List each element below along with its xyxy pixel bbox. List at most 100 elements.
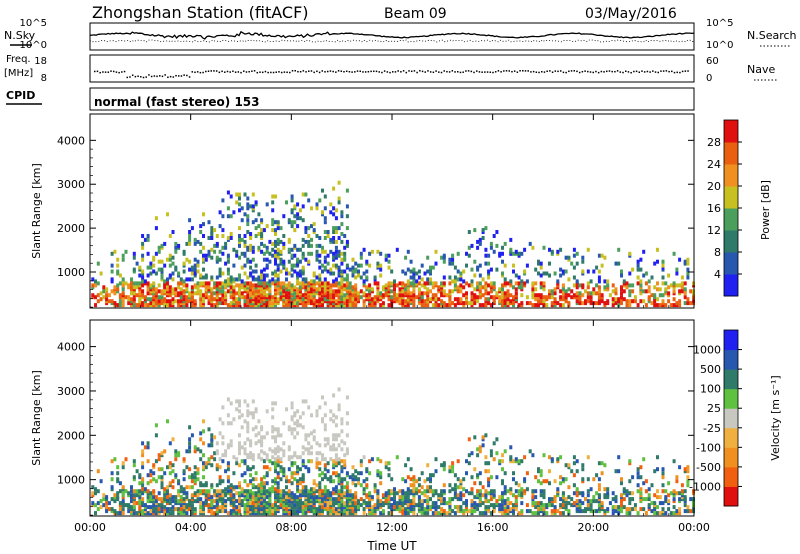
velocity-cell bbox=[340, 485, 344, 490]
power-cell bbox=[96, 293, 100, 298]
velocity-cell bbox=[326, 437, 330, 442]
velocity-cell bbox=[409, 483, 413, 488]
velocity-cell bbox=[290, 455, 294, 460]
power-cell bbox=[262, 228, 266, 233]
beam-label: Beam 09 bbox=[384, 6, 447, 22]
power-cell bbox=[334, 245, 338, 250]
velocity-cell bbox=[406, 487, 410, 492]
velocity-cell bbox=[631, 497, 635, 502]
power-cell bbox=[658, 287, 662, 292]
power-cell bbox=[462, 269, 466, 274]
power-cell bbox=[667, 273, 671, 278]
velocity-cell bbox=[146, 481, 150, 486]
power-cell bbox=[337, 265, 341, 270]
power-cell bbox=[442, 301, 446, 306]
velocity-cell bbox=[174, 495, 178, 500]
freq-point bbox=[112, 70, 115, 73]
power-cell bbox=[368, 283, 372, 288]
freq-point bbox=[684, 70, 687, 72]
velocity-cell bbox=[539, 493, 543, 498]
power-cell bbox=[210, 236, 214, 240]
velocity-cell bbox=[188, 425, 192, 430]
velocity-cell bbox=[296, 431, 300, 436]
freq-point bbox=[562, 71, 565, 74]
power-cell bbox=[401, 281, 405, 286]
power-cell bbox=[246, 230, 250, 234]
power-cell bbox=[390, 295, 394, 300]
velocity-cell bbox=[96, 469, 100, 474]
power-cell bbox=[182, 297, 186, 302]
velocity-cell bbox=[196, 477, 200, 482]
freq-point bbox=[619, 71, 622, 73]
velocity-cell bbox=[257, 453, 261, 458]
velocity-cell bbox=[501, 467, 504, 472]
velocity-cell bbox=[597, 487, 601, 492]
freq-point bbox=[578, 71, 581, 74]
velocity-cell bbox=[246, 465, 250, 470]
power-cell bbox=[202, 245, 205, 250]
velocity-cell bbox=[168, 501, 172, 506]
velocity-cell bbox=[334, 415, 338, 420]
power-cell bbox=[238, 202, 241, 207]
power-cell bbox=[578, 291, 582, 296]
power-cell bbox=[597, 279, 601, 284]
power-cell bbox=[152, 255, 156, 260]
power-cell bbox=[301, 237, 305, 242]
power-cell bbox=[514, 281, 518, 286]
power-cell bbox=[431, 265, 435, 270]
freq-point bbox=[335, 71, 337, 73]
velocity-cell bbox=[368, 491, 372, 496]
freq-point bbox=[148, 74, 150, 76]
power-cell bbox=[94, 283, 97, 288]
power-cell bbox=[168, 263, 172, 268]
power-cell bbox=[597, 299, 601, 304]
velocity-cell bbox=[639, 487, 643, 492]
power-cell bbox=[365, 269, 369, 274]
power-cell bbox=[329, 237, 333, 242]
power-cell bbox=[290, 297, 294, 302]
nave-tick-bottom: 0 bbox=[706, 73, 712, 84]
velocity-cell bbox=[113, 457, 117, 462]
power-cell bbox=[332, 283, 336, 288]
power-cell bbox=[146, 251, 150, 256]
velocity-cell bbox=[221, 453, 225, 458]
freq-point bbox=[565, 71, 567, 74]
power-cell bbox=[622, 297, 626, 302]
freq-point bbox=[291, 70, 294, 72]
power-cell bbox=[572, 265, 576, 270]
velocity-cell bbox=[276, 499, 280, 504]
power-cell bbox=[323, 194, 327, 199]
freq-point bbox=[687, 70, 689, 72]
power-cell bbox=[534, 303, 538, 308]
velocity-cell bbox=[465, 471, 468, 476]
power-cell bbox=[174, 291, 178, 296]
velocity-cell bbox=[473, 495, 477, 500]
velocity-cell bbox=[326, 477, 330, 482]
power-cell bbox=[301, 277, 305, 282]
power-cell bbox=[337, 226, 341, 231]
power-cell bbox=[669, 283, 673, 288]
velocity-cell bbox=[451, 497, 455, 502]
power-cell bbox=[633, 295, 637, 300]
freq-tick-bottom: 8 bbox=[41, 73, 47, 84]
freq-point bbox=[394, 71, 397, 73]
power-cell bbox=[484, 281, 488, 286]
power-cell bbox=[301, 218, 305, 223]
power-cell bbox=[337, 180, 341, 185]
power-cell bbox=[235, 277, 239, 282]
velocity-cell bbox=[326, 441, 330, 446]
velocity-cell bbox=[570, 469, 574, 474]
power-cell bbox=[523, 269, 527, 274]
power-cell bbox=[221, 289, 225, 294]
power-cell bbox=[152, 287, 156, 292]
velocity-cell bbox=[260, 435, 264, 440]
freq-point bbox=[159, 75, 161, 77]
power-cell bbox=[130, 281, 133, 286]
velocity-cell bbox=[166, 507, 169, 512]
velocity-cell bbox=[412, 475, 416, 480]
velocity-cell bbox=[337, 497, 341, 502]
power-cell bbox=[345, 303, 349, 308]
power-cell bbox=[121, 303, 125, 308]
power-cell bbox=[448, 257, 452, 262]
velocity-cell bbox=[514, 495, 518, 500]
